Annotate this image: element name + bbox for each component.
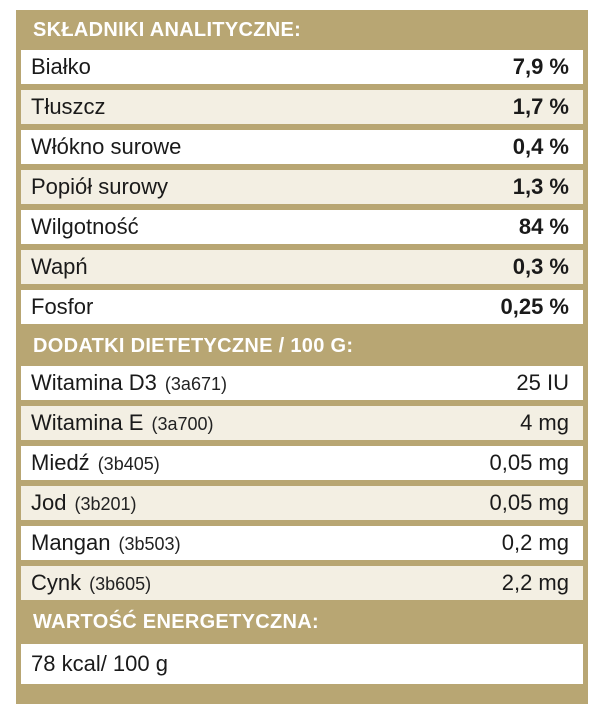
- additive-value: 4 mg: [520, 410, 569, 435]
- nutrient-name: Popiół surowy: [31, 174, 168, 199]
- additive-value: 0,05 mg: [489, 450, 570, 475]
- additive-code: (3b503): [118, 534, 181, 554]
- table-row: Popiół surowy 1,3 %: [21, 170, 583, 204]
- table-row: Cynk (3b605) 2,2 mg: [21, 566, 583, 600]
- additive-value: 0,05 mg: [489, 490, 570, 515]
- table-row: Włókno surowe 0,4 %: [21, 130, 583, 164]
- nutrient-value: 0,3 %: [512, 254, 569, 279]
- energy-header: WARTOŚĆ ENERGETYCZNA:: [33, 610, 319, 633]
- nutrition-table: SKŁADNIKI ANALITYCZNE: Białko 7,9 % Tłus…: [16, 10, 588, 704]
- additive-name: Cynk: [31, 570, 82, 595]
- additive-name-wrap: Witamina D3 (3a671): [31, 370, 227, 396]
- additive-value: 2,2 mg: [501, 570, 569, 595]
- additive-code: (3a671): [164, 374, 227, 394]
- nutrient-name: Wilgotność: [31, 214, 139, 239]
- additive-name-wrap: Miedź (3b405): [31, 450, 160, 476]
- additive-name: Witamina E: [31, 410, 144, 435]
- nutrient-name: Fosfor: [31, 294, 94, 319]
- table-row: Wilgotność 84 %: [21, 210, 583, 244]
- additive-value: 0,2 mg: [501, 530, 569, 555]
- nutrient-value: 0,4 %: [512, 134, 569, 159]
- additive-name: Mangan: [31, 530, 111, 555]
- additives-header: DODATKI DIETETYCZNE / 100 G:: [33, 334, 354, 357]
- table-row: Witamina D3 (3a671) 25 IU: [21, 366, 583, 400]
- nutrient-value: 1,3 %: [512, 174, 569, 199]
- additive-value: 25 IU: [516, 370, 569, 395]
- additive-name: Miedź: [31, 450, 90, 475]
- additive-code: (3b201): [74, 494, 137, 514]
- additive-name: Jod: [31, 490, 67, 515]
- table-row: Jod (3b201) 0,05 mg: [21, 486, 583, 520]
- nutrient-name: Białko: [31, 54, 91, 79]
- nutrient-value: 0,25 %: [500, 294, 570, 319]
- analytical-header: SKŁADNIKI ANALITYCZNE:: [33, 18, 302, 41]
- additive-name-wrap: Mangan (3b503): [31, 530, 181, 556]
- additive-name-wrap: Jod (3b201): [31, 490, 137, 516]
- table-row: Białko 7,9 %: [21, 50, 583, 84]
- nutrient-name: Wapń: [31, 254, 88, 279]
- nutrient-name: Włókno surowe: [31, 134, 182, 159]
- table-row: Mangan (3b503) 0,2 mg: [21, 526, 583, 560]
- table-row: Witamina E (3a700) 4 mg: [21, 406, 583, 440]
- nutrient-value: 7,9 %: [512, 54, 569, 79]
- table-row: Wapń 0,3 %: [21, 250, 583, 284]
- additive-code: (3b605): [89, 574, 152, 594]
- table-row: Tłuszcz 1,7 %: [21, 90, 583, 124]
- additive-name-wrap: Witamina E (3a700): [31, 410, 214, 436]
- nutrient-value: 1,7 %: [512, 94, 569, 119]
- additive-name-wrap: Cynk (3b605): [31, 570, 151, 596]
- table-row: Fosfor 0,25 %: [21, 290, 583, 324]
- nutrient-value: 84 %: [518, 214, 569, 239]
- additive-code: (3b405): [97, 454, 160, 474]
- table-row: Miedź (3b405) 0,05 mg: [21, 446, 583, 480]
- additive-code: (3a700): [151, 414, 214, 434]
- additive-name: Witamina D3: [31, 370, 157, 395]
- nutrient-name: Tłuszcz: [31, 94, 106, 119]
- energy-value: 78 kcal/ 100 g: [21, 644, 583, 684]
